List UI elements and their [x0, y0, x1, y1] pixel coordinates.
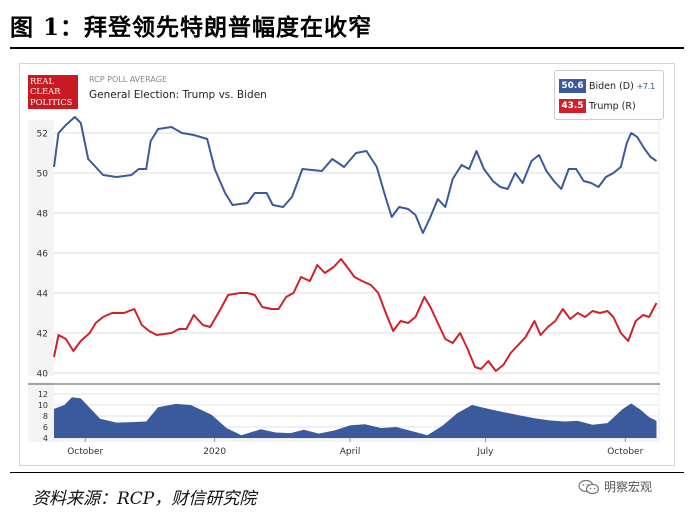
- legend-biden-name: Biden (D): [589, 80, 634, 92]
- y-tick-label: 50: [37, 170, 49, 180]
- wechat-icon: [578, 479, 600, 494]
- spread-y-tick-label: 4: [43, 434, 48, 443]
- spread-y-tick-label: 10: [38, 401, 48, 410]
- legend-biden-spread: +7.1: [636, 81, 656, 91]
- x-tick-label: July: [476, 447, 494, 457]
- series-line-biden: [53, 116, 658, 234]
- y-tick-label: 40: [37, 370, 49, 380]
- watermark: 明察宏观: [578, 478, 652, 495]
- x-tick-label: October: [67, 447, 103, 457]
- watermark-text: 明察宏观: [604, 480, 653, 494]
- y-tick-label: 48: [37, 210, 49, 220]
- y-tick-label: 52: [37, 130, 48, 140]
- y-tick-label: 44: [37, 290, 49, 300]
- series-line-trump: [53, 258, 658, 372]
- title-rule: [10, 47, 684, 49]
- legend-biden-value: 50.6: [559, 79, 586, 93]
- legend-item-trump: 43.5 Trump (R): [559, 98, 636, 114]
- y-tick-label: 46: [37, 250, 49, 260]
- y-tick-label: 42: [37, 330, 48, 340]
- title-bar: 图 1：拜登领先特朗普幅度在收窄: [0, 0, 694, 44]
- spread-y-tick-label: 12: [38, 390, 48, 399]
- x-tick-label: October: [607, 447, 643, 457]
- logo-line: REAL: [30, 76, 55, 86]
- main-plot-area: [54, 120, 658, 376]
- legend-item-biden: 50.6 Biden (D) +7.1: [559, 78, 655, 94]
- chart-eyebrow: RCP POLL AVERAGE: [89, 75, 167, 84]
- chart-race-title: General Election: Trump vs. Biden: [89, 89, 267, 101]
- chart-card: REAL CLEAR POLITICS RCP POLL AVERAGE Gen…: [19, 63, 675, 466]
- legend: 50.6 Biden (D) +7.1 43.5 Trump (R): [554, 70, 664, 120]
- figure-title: 图 1：拜登领先特朗普幅度在收窄: [10, 14, 373, 41]
- legend-trump-value: 43.5: [559, 99, 586, 113]
- spread-y-tick-label: 8: [43, 412, 48, 421]
- logo-line: CLEAR: [30, 86, 61, 97]
- x-tick-label: April: [340, 447, 361, 457]
- spread-area: [54, 397, 657, 438]
- legend-trump-name: Trump (R): [589, 100, 636, 112]
- bottom-rule: [10, 472, 684, 473]
- x-tick-label: 2020: [203, 447, 226, 457]
- spread-y-tick-label: 6: [43, 423, 48, 432]
- logo-line: POLITICS: [30, 96, 73, 107]
- rcp-logo: REAL CLEAR POLITICS: [28, 75, 78, 109]
- figure-source: 资料来源：RCP，财信研究院: [32, 489, 257, 509]
